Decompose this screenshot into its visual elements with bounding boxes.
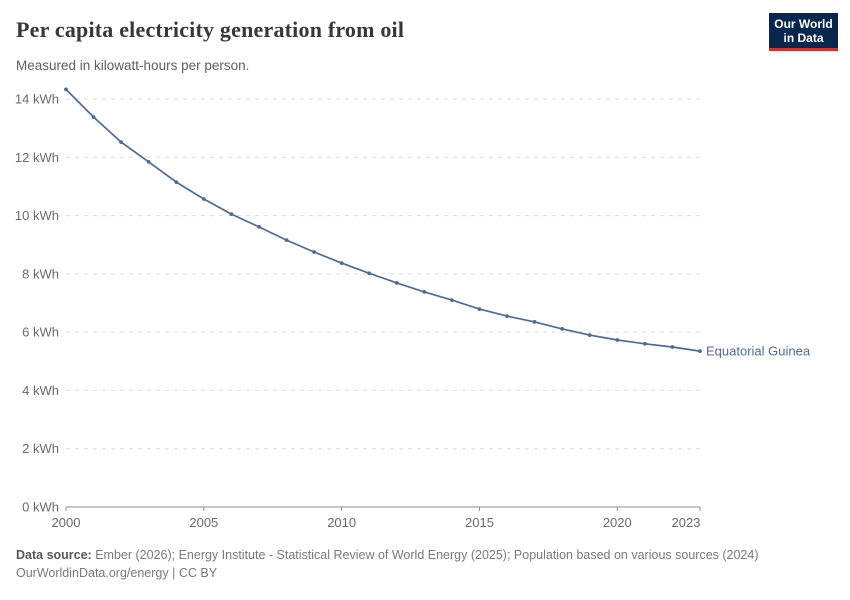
footer-license-line: OurWorldinData.org/energy | CC BY: [16, 564, 826, 582]
data-point: [615, 338, 620, 342]
data-point: [91, 115, 96, 119]
line-chart: 0 kWh 2 kWh 4 kWh 6 kWh 8 kWh 10 kWh 12 kWh 14 …: [15, 87, 811, 530]
data-point: [422, 290, 427, 294]
chart-footer: Data source: Ember (2026); Energy Instit…: [16, 546, 826, 582]
y-tick-label: 2 kWh: [22, 441, 59, 456]
data-point: [339, 261, 344, 265]
footer-link[interactable]: OurWorldinData.org/energy: [16, 566, 169, 580]
data-point: [670, 345, 675, 349]
data-point: [119, 140, 123, 145]
data-point: [560, 327, 565, 331]
data-line: [65, 88, 701, 352]
y-tick-label: 6 kWh: [22, 325, 59, 340]
data-point: [312, 250, 316, 254]
chart-subtitle: Measured in kilowatt-hours per person.: [16, 58, 250, 73]
owid-logo: Our World in Data: [769, 13, 838, 51]
y-tick-label: 0 kWh: [22, 500, 59, 515]
x-tick-label: 2005: [189, 515, 218, 530]
y-tick-label: 8 kWh: [22, 266, 59, 281]
data-point: [532, 320, 537, 324]
x-tick-label: 2000: [52, 515, 81, 530]
y-tick-label: 14 kWh: [15, 92, 59, 107]
data-point: [643, 341, 647, 346]
data-point: [477, 307, 482, 311]
data-point: [201, 197, 206, 201]
data-point: [505, 314, 509, 318]
owid-logo-line1: Our World: [774, 17, 833, 31]
data-point: [257, 225, 261, 229]
data-point: [64, 87, 68, 92]
footer-divider: |: [168, 566, 179, 580]
data-point: [450, 298, 454, 302]
data-point: [698, 349, 702, 353]
x-tick-label: 2023: [672, 515, 701, 530]
data-point: [146, 160, 151, 164]
owid-logo-line2: in Data: [783, 31, 824, 45]
x-tick-label: 2010: [327, 515, 356, 530]
y-tick-label: 12 kWh: [15, 150, 59, 165]
source-text: Ember (2026); Energy Institute - Statist…: [91, 548, 759, 562]
series-end-label: Equatorial Guinea: [706, 344, 811, 359]
x-tick-label: 2015: [465, 515, 494, 530]
footer-license: CC BY: [178, 566, 218, 580]
y-tick-label: 10 kWh: [15, 208, 59, 223]
footer-source-line: Data source: Ember (2026); Energy Instit…: [16, 546, 826, 564]
data-point: [284, 238, 289, 243]
data-point: [174, 180, 179, 185]
y-tick-label: 4 kWh: [22, 383, 59, 398]
data-point: [367, 271, 372, 276]
x-tick-label: 2020: [603, 515, 632, 530]
source-label: Data source:: [16, 548, 92, 562]
data-point: [587, 333, 592, 337]
data-point: [394, 281, 399, 285]
page-title: Per capita electricity generation from o…: [16, 17, 405, 42]
data-point: [229, 212, 234, 217]
